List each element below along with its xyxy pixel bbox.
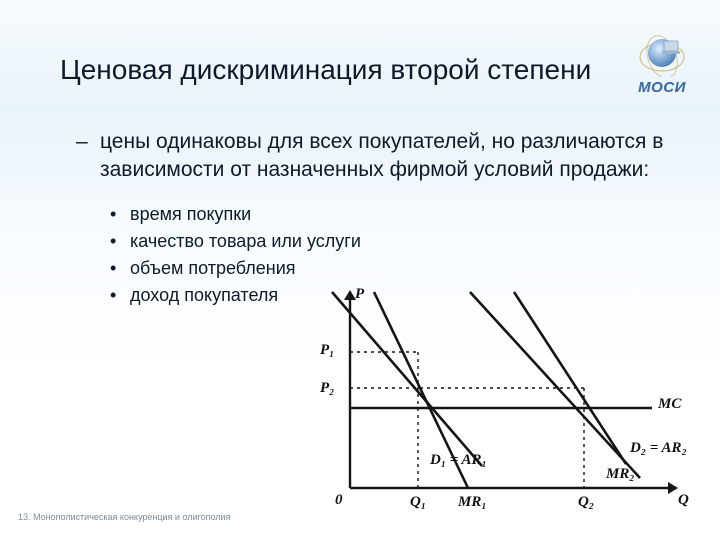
- axis-label-P: P: [355, 286, 364, 303]
- bullet-dot: •: [110, 228, 118, 255]
- bullet-dot: •: [110, 201, 118, 228]
- axis-label-Q2: Q₂: [578, 494, 594, 511]
- axis-label-MC: MC: [658, 396, 681, 413]
- sub-bullet: • объем потребления: [110, 255, 680, 282]
- brand-logo: МОСИ: [626, 24, 698, 96]
- chart-svg: [300, 288, 700, 524]
- bullet-dot: •: [110, 255, 118, 282]
- curve-label-D1: D₁ = AR₁: [430, 452, 487, 469]
- sub-bullet-text: время покупки: [130, 201, 251, 228]
- dash-marker: –: [76, 128, 90, 183]
- curve-label-D2: D₂ = AR₂: [630, 440, 687, 457]
- price-discrimination-chart: P P₁ P₂ MC D₁ = AR₁ D₂ = AR₂ MR₂ 0 Q₁ MR…: [300, 288, 700, 524]
- sub-bullet-text: объем потребления: [130, 255, 296, 282]
- bullet-dot: •: [110, 282, 118, 309]
- axis-label-P2: P₂: [320, 380, 334, 397]
- logo-globe-icon: [634, 33, 690, 77]
- axis-label-P1: P₁: [320, 342, 334, 359]
- logo-text: МОСИ: [638, 79, 686, 96]
- axis-label-Q: Q: [678, 492, 689, 509]
- content-block: – цены одинаковы для всех покупателей, н…: [76, 128, 680, 309]
- main-bullet-text: цены одинаковы для всех покупателей, но …: [100, 128, 680, 183]
- curve-label-MR1: MR₁: [458, 494, 487, 511]
- axis-label-Q1: Q₁: [410, 494, 426, 511]
- sub-bullet: • качество товара или услуги: [110, 228, 680, 255]
- sub-bullet-text: качество товара или услуги: [130, 228, 361, 255]
- slide-footer: 13. Монополистическая конкуренция и олиг…: [18, 512, 230, 522]
- slide-title: Ценовая дискриминация второй степени: [60, 54, 591, 86]
- axis-label-O: 0: [335, 492, 343, 509]
- curve-label-MR2: MR₂: [606, 466, 635, 483]
- sub-bullet: • время покупки: [110, 201, 680, 228]
- sub-bullet-text: доход покупателя: [130, 282, 278, 309]
- main-bullet: – цены одинаковы для всех покупателей, н…: [76, 128, 680, 183]
